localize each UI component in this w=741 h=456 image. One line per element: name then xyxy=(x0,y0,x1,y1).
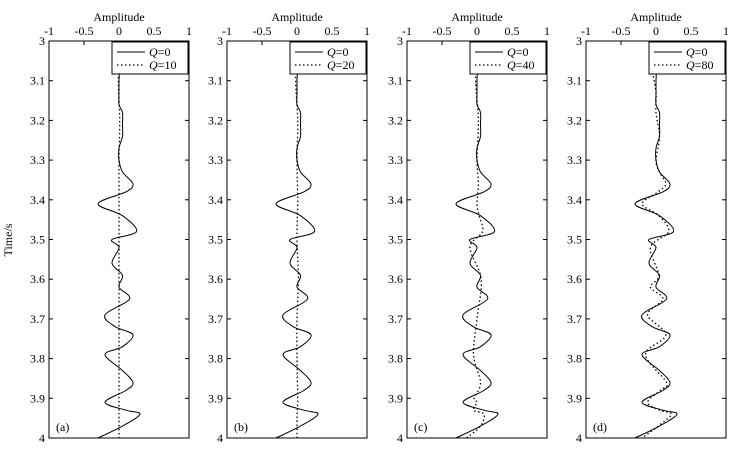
panel-label: (d) xyxy=(593,420,607,434)
y-tick-label: 3.8 xyxy=(30,352,45,366)
y-tick-label: 3.6 xyxy=(208,272,223,286)
y-tick-label: 3.7 xyxy=(388,312,403,326)
x-axis-label: Amplitude xyxy=(93,10,144,24)
series-line-solid xyxy=(455,40,499,439)
y-tick-label: 3.1 xyxy=(567,74,582,88)
y-tick-label: 3.8 xyxy=(388,352,403,366)
y-tick-label: 3.1 xyxy=(30,74,45,88)
y-tick-label: 4 xyxy=(576,431,582,445)
y-tick-label: 3.9 xyxy=(30,391,45,405)
y-tick-label: 3.3 xyxy=(208,153,223,167)
panel-label: (b) xyxy=(234,420,248,434)
series-line-dotted xyxy=(466,40,486,439)
legend-label: Q=0 xyxy=(327,45,348,59)
x-tick-label: -0.5 xyxy=(75,24,94,38)
x-tick-label: 0 xyxy=(653,24,659,38)
y-tick-label: 3.8 xyxy=(567,352,582,366)
y-tick-label: 3 xyxy=(217,34,223,48)
legend-label: Q=20 xyxy=(327,58,354,72)
y-tick-label: 3.2 xyxy=(208,113,223,127)
y-tick-label: 3.5 xyxy=(208,233,223,247)
series-line-dotted xyxy=(117,40,122,438)
y-tick-label: 3 xyxy=(39,34,45,48)
y-tick-label: 3.5 xyxy=(30,233,45,247)
series-line-solid xyxy=(275,40,319,439)
x-tick-label: 0.5 xyxy=(147,24,162,38)
y-tick-label: 3.4 xyxy=(208,193,223,207)
y-tick-label: 4 xyxy=(39,431,45,445)
x-tick-label: 1 xyxy=(723,24,729,38)
y-tick-label: 3.2 xyxy=(388,113,403,127)
y-tick-label: 3 xyxy=(397,34,403,48)
x-tick-label: -1 xyxy=(402,24,412,38)
y-tick-label: 3.9 xyxy=(388,391,403,405)
x-tick-label: -0.5 xyxy=(253,24,272,38)
y-tick-label: 3.9 xyxy=(208,391,223,405)
y-tick-label: 3.6 xyxy=(567,272,582,286)
x-tick-label: -1 xyxy=(44,24,54,38)
y-tick-label: 3.4 xyxy=(388,193,403,207)
legend-label: Q=40 xyxy=(507,58,534,72)
legend-label: Q=0 xyxy=(686,45,707,59)
y-tick-label: 3.4 xyxy=(567,193,582,207)
legend-label: Q=0 xyxy=(149,45,170,59)
x-tick-label: -0.5 xyxy=(433,24,452,38)
series-line-dotted xyxy=(294,40,301,439)
x-tick-label: 1 xyxy=(364,24,370,38)
x-axis-label: Amplitude xyxy=(451,10,502,24)
x-tick-label: 0 xyxy=(116,24,122,38)
legend-label: Q=80 xyxy=(686,58,713,72)
y-tick-label: 3.2 xyxy=(567,113,582,127)
y-tick-label: 3.7 xyxy=(30,312,45,326)
y-tick-label: 3.3 xyxy=(30,153,45,167)
x-tick-label: 0.5 xyxy=(325,24,340,38)
x-tick-label: -1 xyxy=(581,24,591,38)
y-tick-label: 3.3 xyxy=(567,153,582,167)
y-tick-label: 3 xyxy=(576,34,582,48)
x-axis-label: Amplitude xyxy=(271,10,322,24)
x-tick-label: 0.5 xyxy=(505,24,520,38)
legend-box xyxy=(469,41,547,75)
legend-box xyxy=(648,41,726,75)
y-tick-label: 3.8 xyxy=(208,352,223,366)
y-tick-label: 4 xyxy=(397,431,403,445)
x-tick-label: 0.5 xyxy=(684,24,699,38)
panel-3: -1 -0.5 0 0.5 1 3 3.1 3.2 3.3 3.4 3.5 3.6 3.7 3.8 3.9 4… xyxy=(388,10,550,445)
y-tick-label: 3.6 xyxy=(388,272,403,286)
x-tick-label: -1 xyxy=(222,24,232,38)
legend-box xyxy=(289,41,367,75)
panel-label: (a) xyxy=(56,420,69,434)
y-tick-label: 3.1 xyxy=(208,74,223,88)
x-tick-label: 1 xyxy=(186,24,192,38)
series-line-solid xyxy=(97,40,141,439)
x-tick-label: 1 xyxy=(544,24,550,38)
y-tick-label: 3.4 xyxy=(30,193,45,207)
legend-box xyxy=(111,41,189,75)
y-tick-label: 3.5 xyxy=(388,233,403,247)
panel-4: -1 -0.5 0 0.5 1 3 3.1 3.2 3.3 3.4 3.5 3.6 3.7 3.8 3.9 4… xyxy=(567,10,729,445)
x-tick-label: 0 xyxy=(294,24,300,38)
y-tick-label: 3.7 xyxy=(208,312,223,326)
x-tick-label: -0.5 xyxy=(612,24,631,38)
y-tick-label: 3.1 xyxy=(388,74,403,88)
legend-label: Q=10 xyxy=(149,58,176,72)
y-axis-label: Time/s xyxy=(1,223,15,256)
y-tick-label: 3.5 xyxy=(567,233,582,247)
x-axis-label: Amplitude xyxy=(630,10,681,24)
panel-2: -1 -0.5 0 0.5 1 3 3.1 3.2 3.3 3.4 3.5 3.6 3.7 3.8 3.9 4… xyxy=(208,10,370,445)
panel-label: (c) xyxy=(414,420,427,434)
y-tick-label: 3.3 xyxy=(388,153,403,167)
y-tick-label: 3.9 xyxy=(567,391,582,405)
panel-1: -1 -0.5 0 0.5 1 3 3.1 3.2 3.3 3.4 3.5 3.6 3.7 3.8 3.9 4… xyxy=(30,10,192,445)
y-tick-label: 3.7 xyxy=(567,312,582,326)
y-tick-label: 3.6 xyxy=(30,272,45,286)
x-tick-label: 0 xyxy=(474,24,480,38)
y-tick-label: 4 xyxy=(217,431,223,445)
legend-label: Q=0 xyxy=(507,45,528,59)
y-tick-label: 3.2 xyxy=(30,113,45,127)
